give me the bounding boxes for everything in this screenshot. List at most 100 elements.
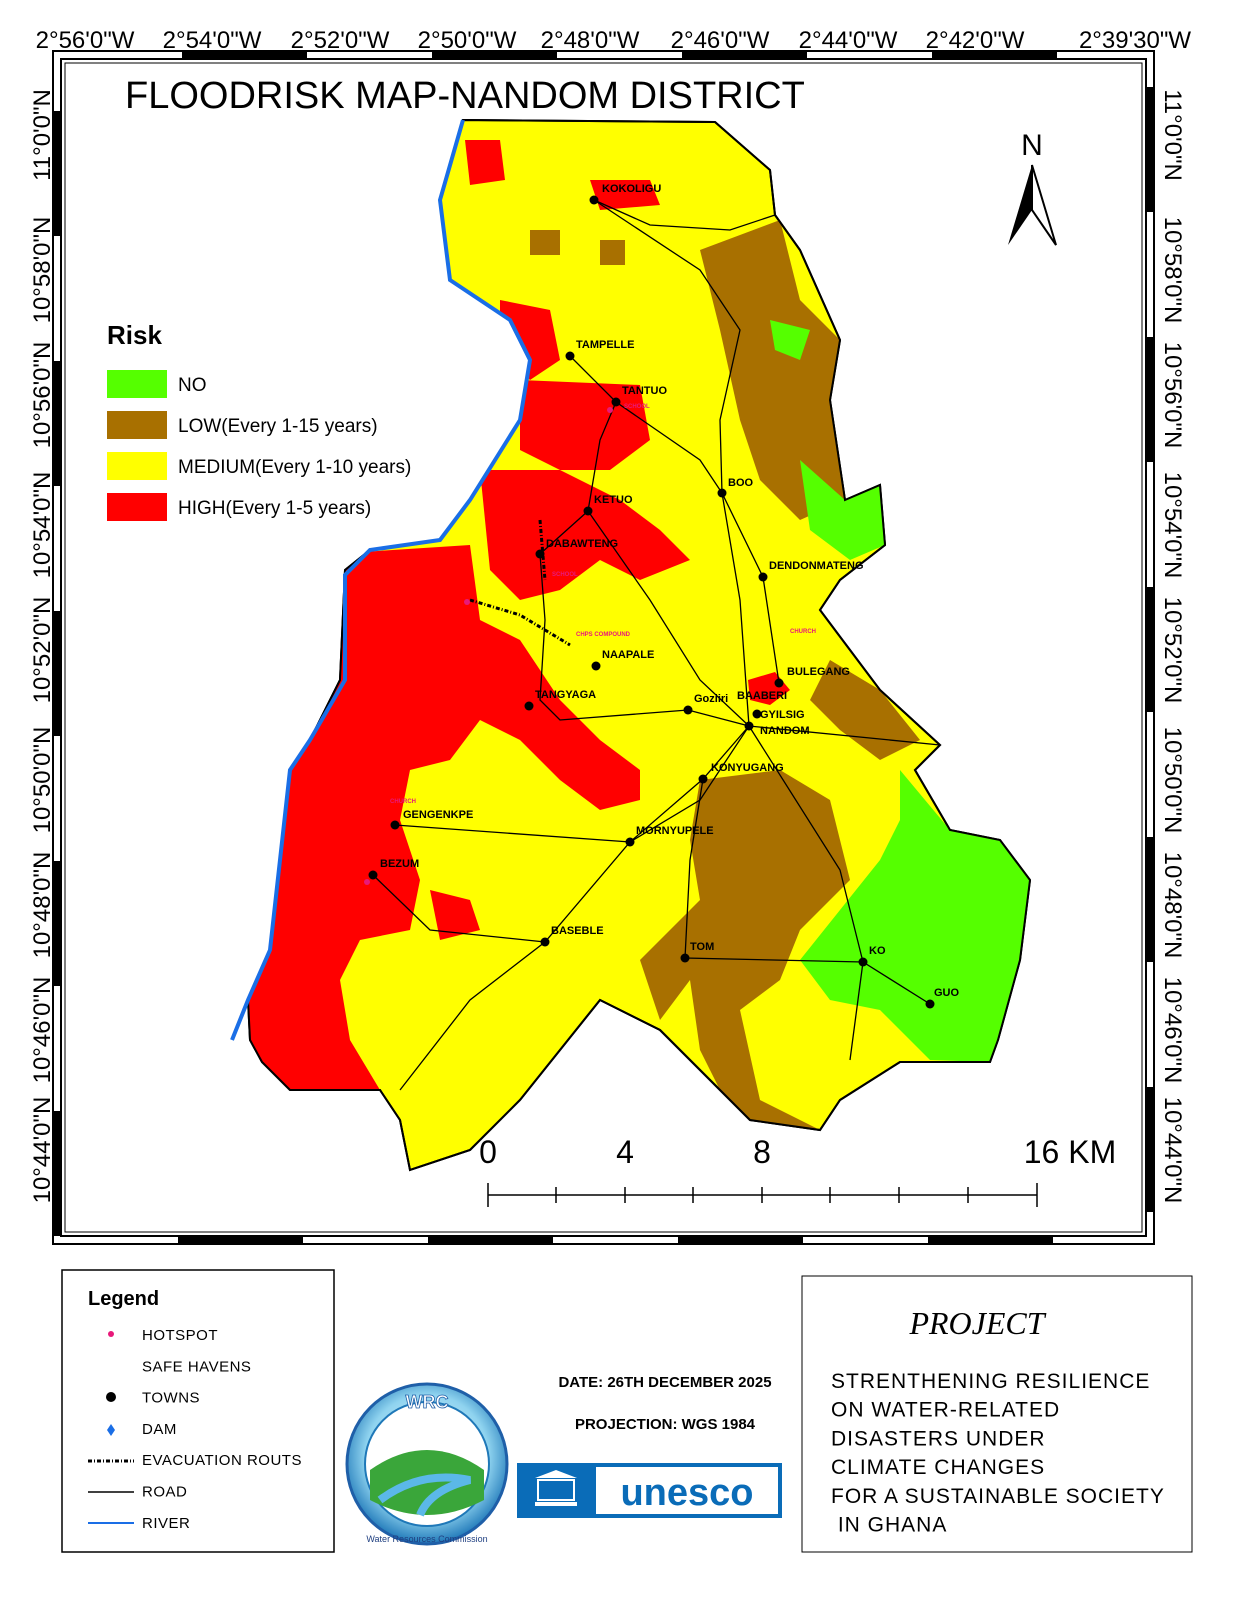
road bbox=[748, 725, 864, 1061]
town-marker bbox=[524, 701, 534, 711]
latitude-label: 10°58'0"N bbox=[29, 217, 56, 324]
town-marker bbox=[717, 488, 727, 498]
road bbox=[399, 725, 750, 1091]
latitude-label: 10°46'0"N bbox=[1159, 977, 1186, 1084]
town-marker bbox=[744, 721, 754, 731]
high-risk-zone bbox=[430, 672, 790, 940]
hotspot bbox=[364, 879, 370, 885]
north-arrow: N bbox=[1008, 129, 1057, 246]
project-line: IN GHANA bbox=[831, 1514, 947, 1537]
town-marker bbox=[535, 549, 545, 559]
longitude-label: 2°56'0"W bbox=[36, 27, 135, 54]
longitude-label: 2°42'0"W bbox=[926, 27, 1025, 54]
hotspot bbox=[464, 599, 470, 605]
road bbox=[569, 355, 723, 494]
risk-label: MEDIUM(Every 1-10 years) bbox=[178, 457, 411, 478]
town-marker bbox=[583, 506, 593, 516]
unesco-logo: unesco bbox=[517, 1463, 782, 1518]
facility-label: CHURCH bbox=[390, 799, 416, 805]
facility-label: CHPS COMPOUND bbox=[576, 632, 631, 638]
town-marker bbox=[591, 661, 601, 671]
legend-label: TOWNS bbox=[142, 1390, 200, 1407]
no-risk-zone bbox=[770, 320, 885, 560]
town-label: BULEGANG bbox=[787, 666, 850, 678]
project-lines: STRENTHENING RESILIENCE ON WATER-RELATED D… bbox=[831, 1370, 1165, 1537]
wrc-acronym: WRC bbox=[406, 1392, 449, 1412]
river bbox=[230, 119, 533, 1041]
longitude-label: 2°54'0"W bbox=[163, 27, 262, 54]
road bbox=[593, 199, 776, 231]
longitude-label: 2°44'0"W bbox=[799, 27, 898, 54]
town-marker bbox=[589, 195, 599, 205]
town-label: NAAPALE bbox=[602, 649, 654, 661]
town-marker bbox=[774, 678, 784, 688]
facility-label: SCHOOL bbox=[552, 572, 578, 578]
risk-zones bbox=[248, 140, 1030, 1130]
town-label: KETUO bbox=[594, 494, 633, 506]
longitude-label: 2°50'0"W bbox=[418, 27, 517, 54]
town-label: GUO bbox=[934, 987, 960, 999]
town-marker bbox=[858, 957, 868, 967]
project-line: STRENTHENING RESILIENCE bbox=[831, 1370, 1150, 1393]
town-label: KO bbox=[869, 945, 886, 957]
town-marker bbox=[390, 820, 400, 830]
top-graticule: 2°56'0"W 2°54'0"W 2°52'0"W 2°50'0"W 2°48'0"W… bbox=[36, 27, 1192, 54]
evacuation-route bbox=[538, 519, 547, 581]
legend-label: ROAD bbox=[142, 1484, 187, 1501]
town-label: GENGENKPE bbox=[403, 809, 473, 821]
risk-swatch bbox=[107, 493, 167, 521]
high-risk-zone bbox=[248, 545, 640, 1100]
project-line: ON WATER-RELATED bbox=[831, 1399, 1060, 1422]
town-label: NANDOM bbox=[760, 725, 810, 737]
town-marker bbox=[680, 953, 690, 963]
legend-label: HOTSPOT bbox=[142, 1327, 218, 1344]
latitude-label: 10°52'0"N bbox=[29, 597, 56, 704]
road bbox=[539, 401, 750, 727]
low-risk-zone bbox=[530, 230, 920, 760]
no-risk-zone bbox=[800, 770, 1030, 1062]
risk-label: NO bbox=[178, 375, 207, 396]
legend-label: SAFE HAVENS bbox=[142, 1358, 251, 1375]
latitude-label: 10°44'0"N bbox=[29, 1097, 56, 1204]
longitude-label: 2°48'0"W bbox=[541, 27, 640, 54]
road bbox=[587, 510, 750, 727]
low-risk-zone bbox=[700, 220, 845, 520]
risk-legend-title: Risk bbox=[107, 320, 162, 350]
town-marker bbox=[368, 870, 378, 880]
town-label: TAMPELLE bbox=[576, 339, 634, 351]
facilities: SCHOOL SCHOOL CHPS COMPOUND CHURCH CHURC… bbox=[364, 404, 816, 885]
legend-symbols bbox=[88, 1331, 134, 1524]
latitude-label: 10°50'0"N bbox=[1159, 727, 1186, 834]
project-line: CLIMATE CHANGES bbox=[831, 1456, 1045, 1479]
town-label: BAABERI bbox=[737, 690, 787, 702]
project-title: PROJECT bbox=[908, 1305, 1046, 1341]
town-label: GYILSIG bbox=[760, 709, 805, 721]
risk-swatch bbox=[107, 411, 167, 439]
wrc-logo: WRC Water Resources Commission bbox=[345, 1382, 509, 1546]
road bbox=[593, 199, 750, 727]
longitude-label: 2°46'0"W bbox=[671, 27, 770, 54]
town-label: DABAWTENG bbox=[546, 538, 618, 550]
town-marker bbox=[611, 397, 621, 407]
wrc-name: Water Resources Commission bbox=[366, 1534, 487, 1544]
town-label: KOKOLIGU bbox=[602, 183, 661, 195]
high-risk-zone bbox=[465, 140, 660, 210]
town-label: BOO bbox=[728, 477, 754, 489]
latitude-label: 10°54'0"N bbox=[29, 472, 56, 579]
latitude-label: 10°56'0"N bbox=[29, 342, 56, 449]
legend-label: RIVER bbox=[142, 1515, 190, 1532]
legend-label: EVACUATION ROUTS bbox=[142, 1452, 302, 1469]
latitude-label: 10°44'0"N bbox=[1159, 1097, 1186, 1204]
town-label: TANTUO bbox=[622, 385, 667, 397]
latitude-label: 10°48'0"N bbox=[1159, 852, 1186, 959]
project-line: FOR A SUSTAINABLE SOCIETY bbox=[831, 1485, 1165, 1508]
town-marker bbox=[752, 709, 762, 719]
legend-title: Legend bbox=[88, 1288, 159, 1310]
evacuation-route bbox=[469, 598, 571, 647]
facility-label: SCHOOL bbox=[624, 404, 650, 410]
town-marker bbox=[540, 937, 550, 947]
risk-swatch bbox=[107, 452, 167, 480]
town-label: TANGYAGA bbox=[535, 689, 596, 701]
